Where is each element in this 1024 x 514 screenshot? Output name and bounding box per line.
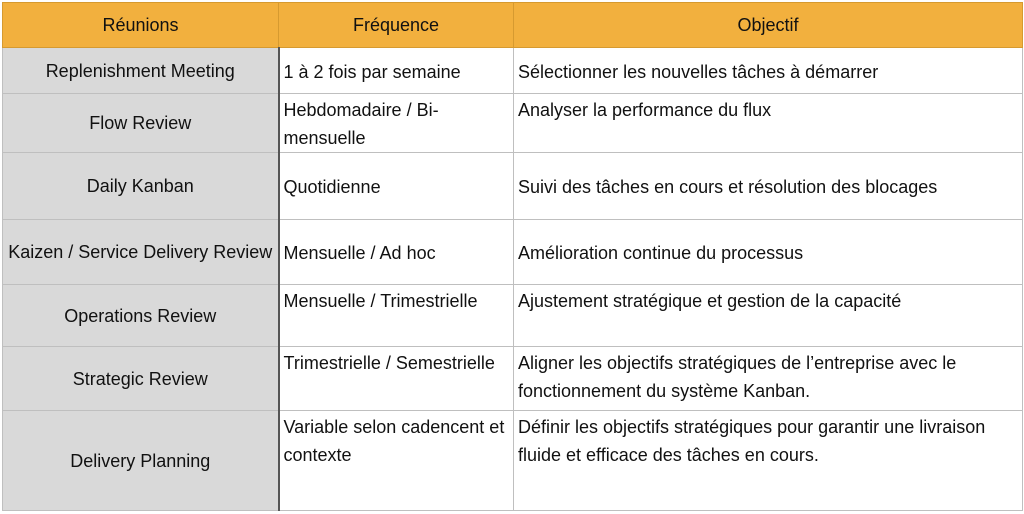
meeting-frequency: Variable selon cadencent et contexte xyxy=(278,410,514,511)
table-row: Delivery Planning Variable selon cadencen… xyxy=(2,410,1023,511)
meeting-frequency: Mensuelle / Ad hoc xyxy=(278,219,514,285)
table-row: Operations Review Mensuelle / Trimestriel… xyxy=(2,284,1023,347)
header-frequence: Fréquence xyxy=(278,2,514,48)
meeting-name: Operations Review xyxy=(2,284,280,347)
table-row: Kaizen / Service Delivery Review Mensuell… xyxy=(2,219,1023,285)
meeting-name: Daily Kanban xyxy=(2,152,280,220)
meeting-frequency: Mensuelle / Trimestrielle xyxy=(278,284,514,347)
meeting-name: Kaizen / Service Delivery Review xyxy=(2,219,280,285)
table-row: Replenishment Meeting 1 à 2 fois par sema… xyxy=(2,47,1023,94)
meeting-objective: Aligner les objectifs stratégiques de l’… xyxy=(513,346,1023,411)
header-row: Réunions Fréquence Objectif xyxy=(2,2,1023,48)
table-row: Daily Kanban Quotidienne Suivi des tâches … xyxy=(2,152,1023,220)
meeting-frequency: Hebdomadaire / Bi-mensuelle xyxy=(278,93,514,153)
meeting-objective: Suivi des tâches en cours et résolution … xyxy=(513,152,1023,220)
meeting-name: Delivery Planning xyxy=(2,410,280,511)
table-row: Strategic Review Trimestrielle / Semestri… xyxy=(2,346,1023,411)
meeting-frequency: Quotidienne xyxy=(278,152,514,220)
meeting-objective: Amélioration continue du processus xyxy=(513,219,1023,285)
meeting-objective: Ajustement stratégique et gestion de la … xyxy=(513,284,1023,347)
meeting-name: Flow Review xyxy=(2,93,280,153)
header-objectif: Objectif xyxy=(513,2,1023,48)
meeting-frequency: Trimestrielle / Semestrielle xyxy=(278,346,514,411)
meeting-name: Replenishment Meeting xyxy=(2,47,280,94)
meeting-frequency: 1 à 2 fois par semaine xyxy=(278,47,514,94)
meeting-objective: Définir les objectifs stratégiques pour … xyxy=(513,410,1023,511)
meeting-objective: Analyser la performance du flux xyxy=(513,93,1023,153)
meeting-name: Strategic Review xyxy=(2,346,280,411)
meeting-objective: Sélectionner les nouvelles tâches à déma… xyxy=(513,47,1023,94)
header-reunions: Réunions xyxy=(2,2,279,48)
table-row: Flow Review Hebdomadaire / Bi-mensuelle An… xyxy=(2,93,1023,153)
